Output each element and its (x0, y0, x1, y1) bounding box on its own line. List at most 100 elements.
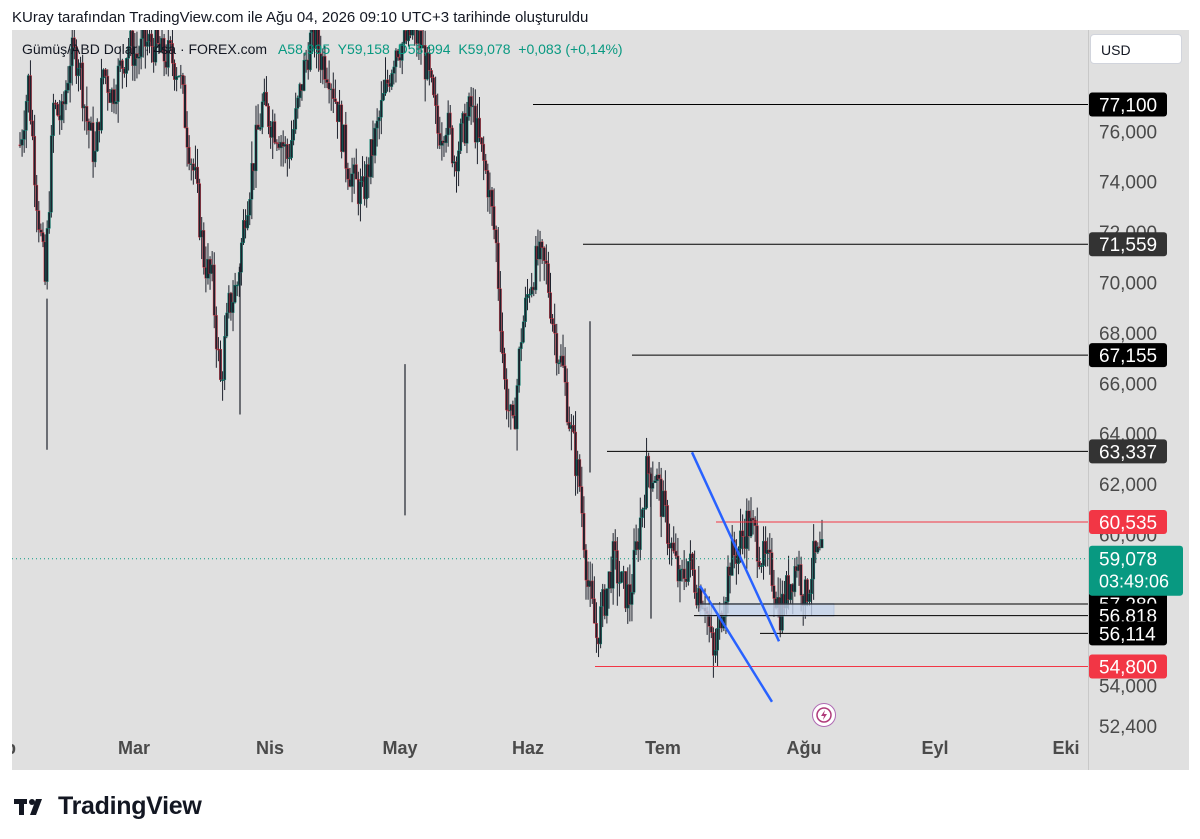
candle-body (265, 91, 268, 107)
candle-body (812, 540, 816, 580)
candle-body (542, 247, 546, 261)
level-badge-71-559: 71,559 (1089, 232, 1167, 257)
candle-body (41, 232, 45, 243)
x-tick-label: Eki (1052, 738, 1079, 758)
candle-body (125, 58, 128, 74)
candle-body (793, 566, 797, 593)
candle-body (457, 150, 460, 172)
lightning-icon[interactable] (812, 703, 836, 727)
candle-body (392, 66, 396, 74)
level-badge-54-800: 54,800 (1089, 654, 1167, 679)
candle-body (231, 302, 235, 313)
x-tick-label: May (382, 738, 417, 758)
candle-body (753, 519, 757, 526)
legend-close: K59,078 (458, 41, 511, 57)
level-badge-bg (1089, 343, 1167, 368)
currency-button[interactable]: USD (1090, 34, 1182, 64)
candle-body (693, 569, 696, 593)
candle-body (448, 112, 452, 129)
candle-body (672, 542, 676, 552)
candle-body (173, 62, 176, 80)
candle-body (411, 30, 415, 36)
candle-body (549, 292, 552, 319)
candle-body (162, 37, 166, 62)
candle-body (521, 321, 525, 343)
candle-body (143, 30, 147, 47)
candle-body (273, 121, 277, 143)
candle-body (85, 106, 89, 122)
candle-body (486, 170, 490, 198)
candle-body (465, 116, 469, 144)
candle-body (478, 117, 481, 138)
candle-body (223, 336, 227, 381)
level-badge-text: 60,535 (1099, 513, 1157, 534)
candle-body (375, 120, 379, 129)
candle-body (595, 623, 598, 639)
y-tick-label: 70,000 (1099, 273, 1157, 294)
candle-body (214, 315, 218, 350)
candle-body (221, 379, 224, 382)
x-tick-label: Tem (645, 738, 681, 758)
candle-body (615, 550, 619, 584)
trendline-lower (698, 585, 774, 703)
candle-body (285, 144, 289, 160)
candle-body (459, 123, 463, 151)
y-tick-label: 68,000 (1099, 324, 1157, 345)
candle-body (198, 183, 202, 238)
candle-body (37, 210, 41, 231)
candle-body (524, 297, 527, 322)
candle-body (317, 30, 321, 55)
level-badge-bg (1089, 439, 1167, 464)
price-axis[interactable]: 52,40054,00056,00058,00060,00062,00064,0… (1088, 30, 1189, 770)
level-badge-text: 54,800 (1099, 658, 1157, 679)
candle-body (66, 82, 70, 91)
candle-body (181, 75, 185, 85)
level-badge-63-337: 63,337 (1089, 439, 1167, 464)
candle-body (56, 103, 59, 116)
candle-body (640, 509, 644, 518)
candle-body (106, 75, 110, 93)
candle-body (432, 77, 435, 96)
candle-body (302, 60, 306, 91)
candle-body (810, 578, 813, 594)
candle-body (344, 124, 348, 169)
candle-body (551, 318, 554, 325)
candle-body (749, 517, 753, 537)
candle-body (359, 181, 362, 205)
candle-body (757, 561, 761, 567)
candle-body (100, 77, 103, 131)
y-tick-label: 66,000 (1099, 374, 1157, 395)
candle-body (630, 592, 634, 605)
candle-body (394, 50, 398, 68)
candle-body (409, 30, 412, 36)
candle-body (183, 84, 187, 128)
candle-body (563, 365, 567, 383)
candle-body (72, 37, 76, 47)
chart-area[interactable]: Şub Mar Nis May Haz Tem Ağu Eyl Eki (12, 30, 1088, 770)
brand-name: TradingView (58, 792, 202, 820)
candle-body (590, 580, 594, 599)
price-chart[interactable]: Şub Mar Nis May Haz Tem Ağu Eyl Eki (12, 30, 1088, 770)
candle-body (808, 593, 811, 602)
candle-body (592, 598, 596, 624)
candle-body (741, 530, 745, 537)
brand[interactable]: TradingView (14, 792, 202, 821)
candle-body (492, 206, 496, 230)
candle-body (246, 215, 250, 229)
candle-body (146, 41, 149, 47)
candle-body (653, 480, 657, 484)
candle-body (235, 284, 239, 287)
candle-body (686, 561, 690, 582)
candle-body (133, 53, 137, 66)
candle-body (327, 82, 331, 90)
candle-body (93, 150, 97, 163)
legend-symbol[interactable]: Gümüş/ABD Doları · 4sa · FOREX.com (22, 41, 268, 57)
candle-body (430, 70, 433, 78)
page-title: KUray tarafından TradingView.com ile Ağu… (12, 9, 589, 26)
candle-body (505, 379, 509, 411)
candle-body (760, 565, 763, 567)
x-tick-label: Şub (12, 738, 16, 758)
legend-open: A58,995 (277, 41, 331, 57)
candle-body (202, 230, 206, 268)
candle-body (580, 486, 584, 514)
